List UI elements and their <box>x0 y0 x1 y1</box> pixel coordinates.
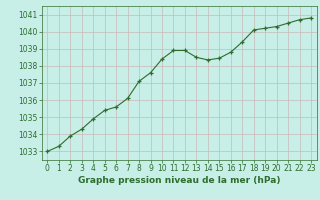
X-axis label: Graphe pression niveau de la mer (hPa): Graphe pression niveau de la mer (hPa) <box>78 176 280 185</box>
